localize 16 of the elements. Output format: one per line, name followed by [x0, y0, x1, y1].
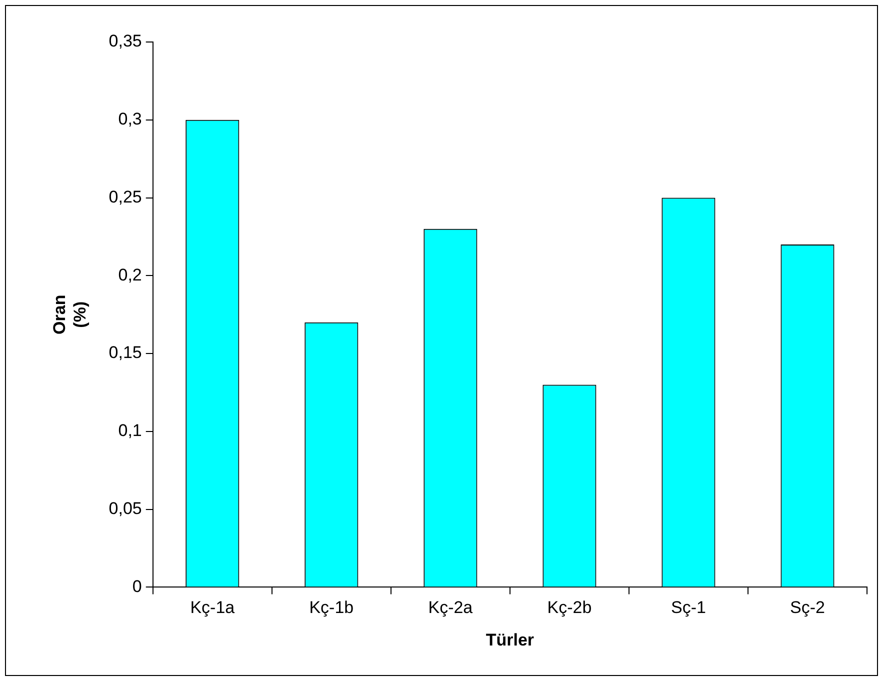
- y-tick-label: 0,05: [108, 499, 142, 518]
- x-tick-label: Sç-2: [790, 598, 825, 618]
- y-tick-label: 0,35: [108, 32, 142, 51]
- x-tick-label: Sç-1: [670, 598, 706, 618]
- y-axis-title: Oran (%): [50, 294, 90, 334]
- y-tick-label: 0,3: [118, 110, 142, 129]
- y-tick-label: 0,2: [118, 265, 142, 284]
- x-tick-label: Kç-1a: [190, 598, 236, 618]
- y-tick-label: 0,1: [118, 421, 142, 440]
- y-tick-label: 0,25: [108, 187, 142, 206]
- y-tick-label: 0,15: [108, 343, 142, 362]
- y-tick-label: 0: [132, 576, 142, 596]
- x-axis-title: Türler: [486, 630, 534, 650]
- x-tick-label: Kç-2b: [547, 598, 592, 618]
- x-tick-label: Kç-1b: [309, 598, 354, 618]
- x-tick-label: Kç-2a: [428, 598, 474, 618]
